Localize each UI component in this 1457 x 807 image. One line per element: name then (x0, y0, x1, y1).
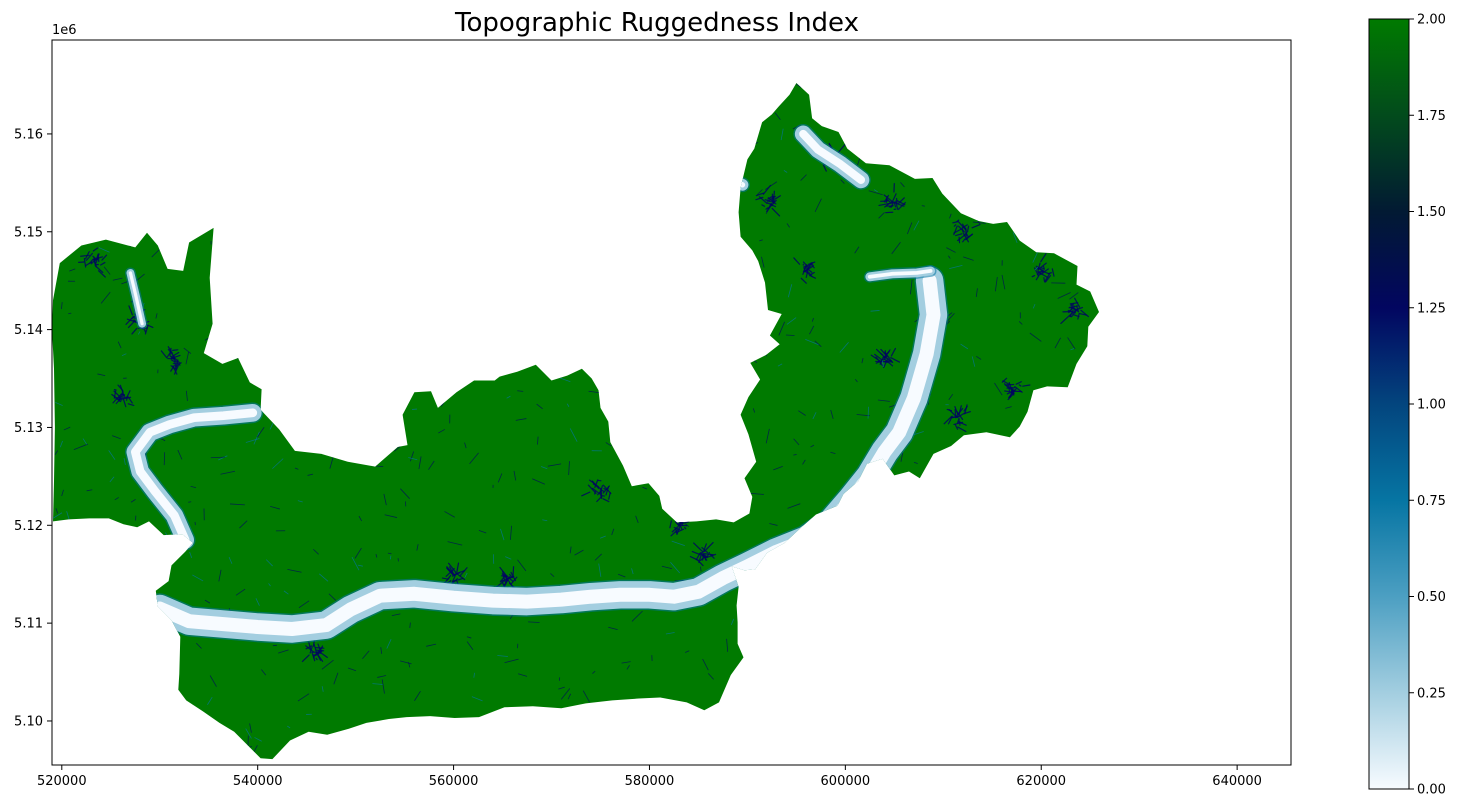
rugged-zone (870, 347, 901, 369)
y-offset-label: 1e6 (52, 23, 77, 38)
colorbar-tick-label: 1.50 (1417, 205, 1446, 220)
valley (863, 264, 937, 283)
x-tick-label: 640000 (1212, 774, 1262, 789)
colorbar-tick-label: 0.00 (1417, 783, 1446, 798)
chart-title: Topographic Ruggedness Index (454, 8, 859, 38)
x-tick-label: 540000 (233, 774, 283, 789)
rugged-zone (1060, 297, 1090, 324)
x-tick-label: 560000 (429, 774, 479, 789)
terrain-map (52, 83, 1099, 760)
valley (124, 267, 148, 330)
y-tick-label: 5.12 (14, 519, 43, 534)
x-axis: 520000 540000 560000 580000 600000 620000 6400… (37, 765, 1262, 789)
rugged-zone (111, 384, 135, 408)
y-axis: 5.10 5.11 5.12 5.13 5.14 5.15 5.16 (14, 127, 52, 729)
valley (144, 265, 949, 645)
rugged-zone (689, 541, 717, 567)
colorbar-tick-label: 0.50 (1417, 590, 1446, 605)
plot-area: 520000 540000 560000 580000 600000 620000 6400… (14, 23, 1292, 789)
x-tick-label: 600000 (821, 774, 871, 789)
y-tick-label: 5.15 (14, 225, 43, 240)
x-tick-label: 580000 (625, 774, 675, 789)
plot-frame (51, 39, 1292, 766)
x-tick-label: 520000 (37, 774, 87, 789)
colorbar-tick-label: 1.75 (1417, 109, 1446, 124)
region-detail (52, 83, 1099, 760)
rugged-zone (77, 247, 108, 278)
colorbar-gradient (1369, 19, 1409, 789)
valley (124, 402, 264, 551)
y-tick-label: 5.10 (14, 714, 43, 729)
colorbar-ticks: 0.00 0.25 0.50 0.75 1.00 1.25 1.50 1.75 2.00 (1409, 13, 1446, 798)
y-tick-label: 5.14 (14, 323, 43, 338)
valley (793, 124, 871, 190)
x-tick-label: 620000 (1016, 774, 1066, 789)
colorbar: 0.00 0.25 0.50 0.75 1.00 1.25 1.50 1.75 2.00 (1368, 13, 1446, 798)
rugged-zone (160, 346, 182, 375)
rugged-zone (878, 182, 906, 214)
rugged-zone (793, 257, 817, 284)
colorbar-tick-label: 0.75 (1417, 494, 1446, 509)
colorbar-tick-label: 1.25 (1417, 301, 1446, 316)
rugged-zone (952, 219, 981, 244)
rugged-zone (581, 479, 612, 503)
rugged-zone (301, 639, 328, 663)
region-fill (52, 83, 1099, 760)
colorbar-tick-label: 1.00 (1417, 398, 1446, 413)
rugged-zone (496, 566, 519, 592)
rugged-zone (1031, 253, 1055, 283)
rugged-zone (943, 404, 971, 433)
y-tick-label: 5.16 (14, 127, 43, 142)
y-tick-label: 5.11 (14, 617, 43, 632)
rugged-zone (1001, 377, 1031, 401)
y-tick-label: 5.13 (14, 421, 43, 436)
colorbar-tick-label: 2.00 (1417, 13, 1446, 28)
colorbar-tick-label: 0.25 (1417, 686, 1446, 701)
